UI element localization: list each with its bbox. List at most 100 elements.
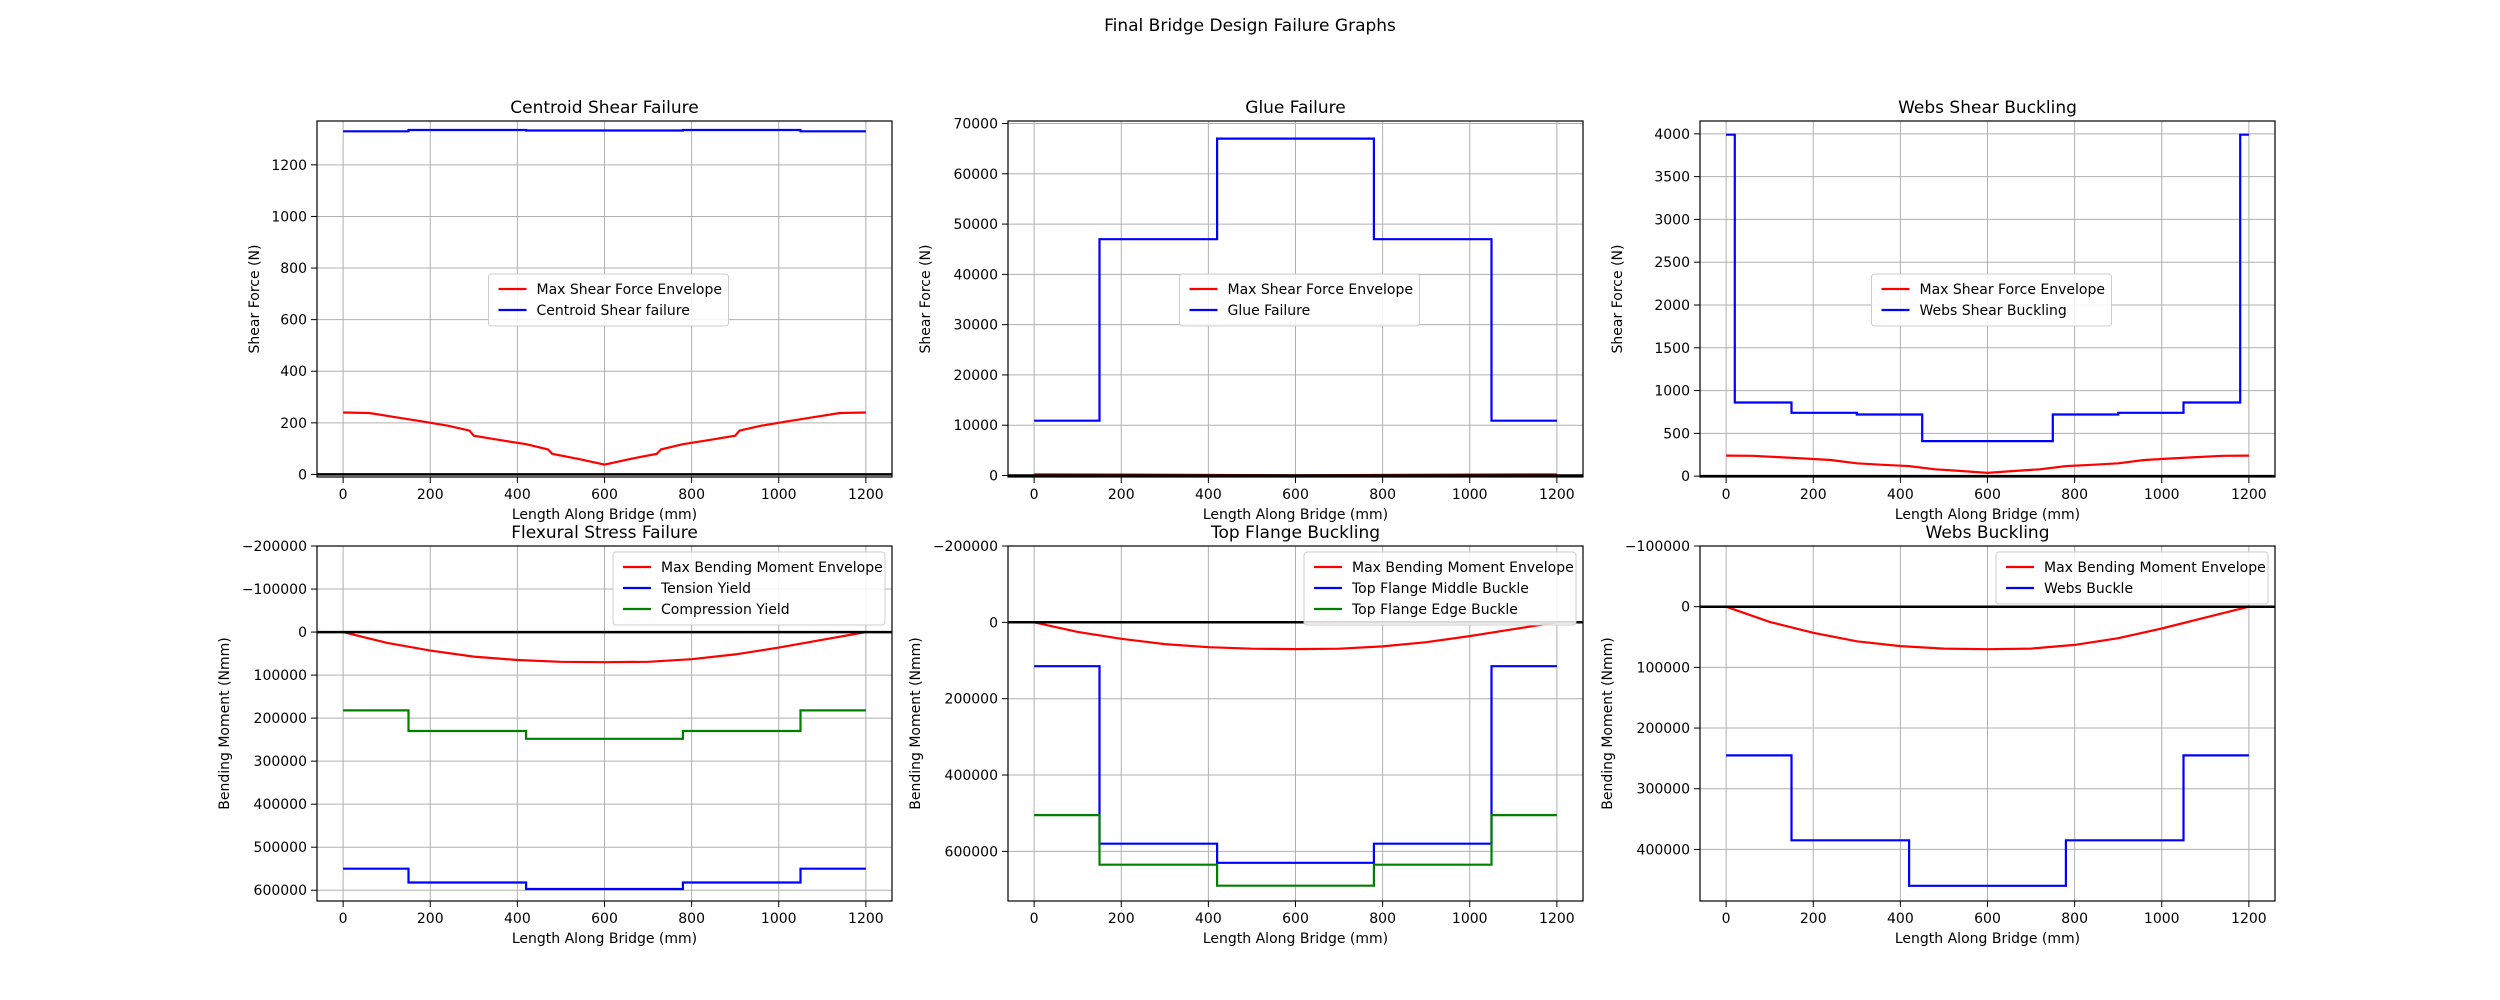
legend: Max Bending Moment Envelope Webs Buckle (1995, 551, 2269, 605)
x-tick-label: 800 (1369, 911, 1396, 927)
y-tick-label: −100000 (242, 582, 307, 598)
x-tick-label: 400 (1887, 487, 1914, 503)
legend: Max Bending Moment Envelope Tension Yield… (612, 551, 886, 626)
y-tick-label: −200000 (933, 539, 998, 555)
webs-shear-buckling-line (1726, 133, 2249, 443)
x-tick-label: 200 (417, 487, 444, 503)
x-tick-label: 0 (1722, 487, 1731, 503)
y-axis-label: Bending Moment (Nmm) (1600, 637, 1616, 809)
charts-grid: 0 200 400 600 800 1000 1200 0 200 400 600 800 1000 12… (217, 98, 2276, 947)
x-tick-label: 1000 (2144, 911, 2180, 927)
legend-label: Max Shear Force Envelope (1920, 282, 2105, 298)
x-tick-label: 600 (1974, 487, 2001, 503)
legend-box (488, 273, 729, 327)
glue-failure-line (1034, 137, 1557, 422)
max-bending-moment-envelope-line (1033, 621, 1558, 651)
legend-label: Max Shear Force Envelope (1228, 282, 1413, 298)
y-tick-label: 0 (1681, 469, 1690, 485)
y-tick-label: 400 (280, 364, 307, 380)
y-tick-label: 600000 (945, 844, 998, 860)
max-shear-force-envelope-line (343, 411, 866, 466)
x-tick-label: 1000 (761, 487, 797, 503)
x-tick-label: 0 (1030, 911, 1039, 927)
chart-2: 0 200 400 600 800 1000 1200 0 10000 20000 30000 400… (918, 98, 1584, 523)
y-tick-label: 200000 (945, 692, 998, 708)
legend-box (1995, 551, 2269, 605)
x-tick-label: 0 (1030, 487, 1039, 503)
legend-box (612, 551, 886, 626)
chart-title: Webs Shear Buckling (1898, 98, 2077, 118)
x-tick-label: 800 (678, 911, 705, 927)
legend-label: Max Shear Force Envelope (537, 282, 722, 298)
x-tick-label: 1000 (761, 911, 797, 927)
legend-label: Webs Shear Buckling (1920, 303, 2067, 319)
y-tick-label: 400000 (1637, 842, 1690, 858)
y-tick-label: 100000 (254, 668, 307, 684)
x-tick-label: 1000 (1452, 487, 1488, 503)
y-tick-label: 200000 (254, 711, 307, 727)
plot-area (317, 128, 892, 476)
x-tick-label: 200 (417, 911, 444, 927)
figure-suptitle: Final Bridge Design Failure Graphs (1104, 16, 1396, 36)
y-tick-label: −200000 (242, 539, 307, 555)
y-tick-label: 200000 (1637, 721, 1690, 737)
y-tick-label: 0 (298, 625, 307, 641)
x-tick-label: 400 (1195, 911, 1222, 927)
y-tick-label: 2500 (1654, 255, 1690, 271)
y-tick-label: 0 (1681, 600, 1690, 616)
y-tick-label: 10000 (953, 418, 998, 434)
legend: Max Shear Force Envelope Glue Failure (1179, 273, 1420, 327)
y-tick-label: 30000 (953, 318, 998, 334)
x-tick-label: 200 (1108, 911, 1135, 927)
legend-label: Top Flange Edge Buckle (1351, 602, 1518, 618)
chart-title: Flexural Stress Failure (511, 523, 698, 543)
plot-area (1008, 137, 1583, 477)
y-axis-label: Shear Force (N) (247, 245, 263, 354)
x-tick-label: 1200 (1539, 911, 1575, 927)
legend-label: Tension Yield (660, 581, 751, 597)
legend-box (1179, 273, 1420, 327)
x-axis-label: Length Along Bridge (mm) (512, 507, 697, 523)
top-flange-middle-buckle-line (1034, 665, 1557, 864)
legend: Max Shear Force Envelope Webs Shear Buckl… (1871, 273, 2112, 327)
x-tick-label: 400 (1887, 911, 1914, 927)
y-tick-label: 1000 (1654, 384, 1690, 400)
y-tick-label: 200 (280, 416, 307, 432)
legend: Max Bending Moment Envelope Top Flange Mi… (1303, 551, 1577, 626)
y-tick-label: 300000 (254, 754, 307, 770)
plot-area (317, 630, 892, 891)
y-axis-label: Bending Moment (Nmm) (908, 637, 924, 809)
chart-5: 0 200 400 600 800 1000 1200 −200000 0 200000 40000… (908, 523, 1584, 947)
x-axis-label: Length Along Bridge (mm) (1895, 507, 2080, 523)
x-tick-label: 1200 (2231, 911, 2267, 927)
x-tick-label: 800 (1369, 487, 1396, 503)
y-tick-label: 800 (280, 261, 307, 277)
y-tick-label: 40000 (953, 267, 998, 283)
legend-label: Max Bending Moment Envelope (2044, 560, 2266, 576)
x-tick-label: 200 (1800, 911, 1827, 927)
chart-title: Top Flange Buckling (1210, 523, 1380, 543)
y-tick-label: 2000 (1654, 298, 1690, 314)
x-axis-label: Length Along Bridge (mm) (1895, 931, 2080, 947)
x-tick-label: 0 (1722, 911, 1731, 927)
y-tick-label: 100000 (1637, 660, 1690, 676)
y-tick-label: 60000 (953, 167, 998, 183)
x-axis-label: Length Along Bridge (mm) (1203, 507, 1388, 523)
y-axis-label: Shear Force (N) (1610, 245, 1626, 354)
x-tick-label: 800 (678, 487, 705, 503)
x-tick-label: 0 (339, 487, 348, 503)
y-tick-label: 1200 (271, 158, 307, 174)
y-axis-label: Shear Force (N) (918, 245, 934, 354)
x-tick-label: 1200 (848, 487, 884, 503)
x-tick-label: 800 (2061, 911, 2088, 927)
y-tick-label: 500 (1663, 426, 1690, 442)
y-tick-label: 0 (989, 468, 998, 484)
webs-buckle-line (1726, 754, 2249, 887)
y-tick-label: 50000 (953, 217, 998, 233)
centroid-shear-failure-line (343, 128, 866, 133)
y-tick-label: 4000 (1654, 127, 1690, 143)
legend: Max Shear Force Envelope Centroid Shear f… (488, 273, 729, 327)
legend-label: Webs Buckle (2044, 581, 2133, 597)
x-axis-label: Length Along Bridge (mm) (1203, 931, 1388, 947)
